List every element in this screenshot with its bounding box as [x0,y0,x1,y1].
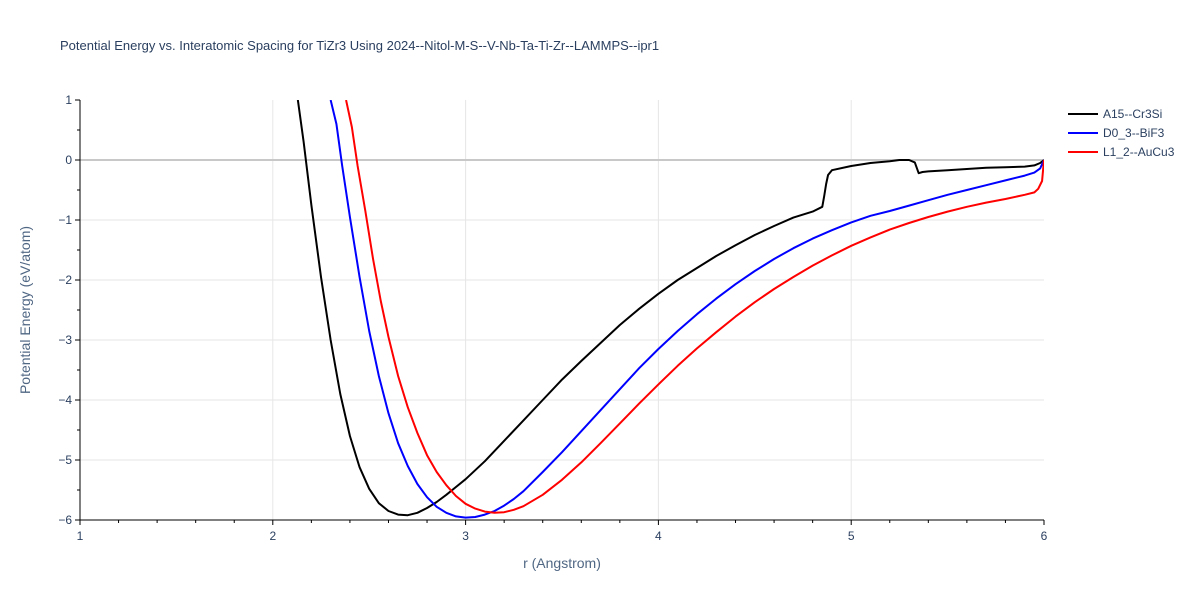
y-tick-label: −1 [58,213,72,227]
x-tick-label: 6 [1041,529,1048,543]
legend-item[interactable]: A15--Cr3Si [1068,107,1162,121]
x-tick-label: 2 [269,529,276,543]
legend-label: A15--Cr3Si [1103,107,1162,121]
legend[interactable]: A15--Cr3Si D0_3--BiF3 L1_2--AuCu3 [1068,107,1175,159]
y-tick-label: −2 [58,273,72,287]
legend-item[interactable]: D0_3--BiF3 [1068,126,1165,140]
y-tick-label: −5 [58,453,72,467]
x-tick-label: 1 [77,529,84,543]
series-line-a15-cr3si [296,100,1044,517]
y-tick-label: −4 [58,393,72,407]
x-axis-title: r (Angstrom) [523,555,601,571]
y-tick-label: −3 [58,333,72,347]
y-axis-title: Potential Energy (eV/atom) [17,226,33,394]
x-tick-label: 4 [655,529,662,543]
legend-item[interactable]: L1_2--AuCu3 [1068,145,1175,159]
gridlines [80,100,1044,520]
legend-label: D0_3--BiF3 [1103,126,1165,140]
plot-area [296,100,1044,519]
axes: 1 2 3 4 5 6 1 0 −1 −2 −3 −4 −5 −6 [58,93,1047,543]
chart-title: Potential Energy vs. Interatomic Spacing… [60,38,659,53]
x-tick-label: 3 [462,529,469,543]
y-tick-label: 0 [65,153,72,167]
y-tick-label: 1 [65,93,72,107]
series-line-d0-3-bif3 [329,100,1044,519]
series-line-l1-2-aucu3 [345,100,1044,514]
x-tick-label: 5 [848,529,855,543]
legend-label: L1_2--AuCu3 [1103,145,1175,159]
y-tick-label: −6 [58,513,72,527]
